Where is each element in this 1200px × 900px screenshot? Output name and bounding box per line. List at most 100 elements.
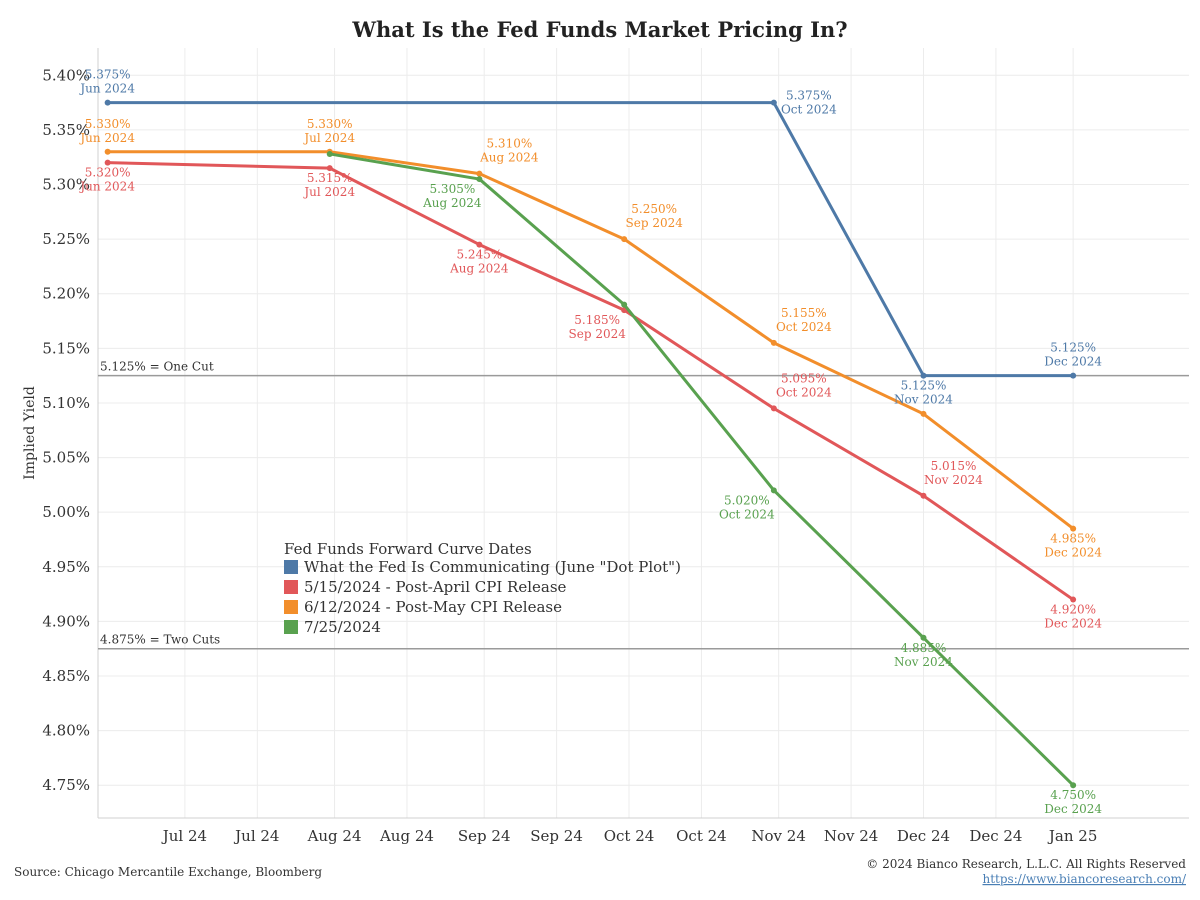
point-value-label: 5.320%	[85, 166, 131, 180]
point-value-label: 5.125%	[1050, 341, 1096, 355]
point-date-label: Jun 2024	[78, 82, 135, 96]
point-date-label: Dec 2024	[1044, 546, 1102, 560]
data-point	[476, 170, 483, 177]
x-tick-label: Oct 24	[676, 827, 727, 845]
x-tick-label: Dec 24	[897, 827, 950, 845]
data-point	[770, 405, 777, 412]
point-value-label: 4.920%	[1050, 603, 1096, 617]
data-point	[621, 301, 628, 308]
x-tick-label: Dec 24	[969, 827, 1022, 845]
y-tick-label: 5.05%	[42, 449, 90, 467]
point-date-label: Aug 2024	[449, 262, 509, 276]
legend-swatch	[284, 620, 298, 634]
data-point	[476, 176, 483, 183]
y-tick-label: 5.15%	[42, 339, 90, 357]
point-value-label: 5.330%	[307, 117, 353, 131]
x-tick-label: Oct 24	[604, 827, 655, 845]
x-tick-label: Nov 24	[751, 827, 806, 845]
x-tick-label: Jul 24	[161, 827, 207, 845]
point-date-label: Dec 2024	[1044, 617, 1102, 631]
point-value-label: 5.185%	[574, 313, 620, 327]
legend-swatch	[284, 600, 298, 614]
series-line	[107, 101, 1074, 378]
x-tick-label: Sep 24	[458, 827, 511, 845]
point-value-label: 5.375%	[85, 68, 131, 82]
point-date-label: Sep 2024	[626, 216, 684, 230]
point-value-label: 5.020%	[724, 493, 770, 507]
point-value-label: 5.250%	[631, 202, 677, 216]
x-tick-label: Jul 24	[233, 827, 279, 845]
point-date-label: Dec 2024	[1044, 355, 1102, 369]
point-date-label: Oct 2024	[719, 507, 775, 521]
data-point	[920, 492, 927, 499]
chart-title: What Is the Fed Funds Market Pricing In?	[351, 17, 847, 42]
point-value-label: 5.155%	[781, 306, 827, 320]
legend-title: Fed Funds Forward Curve Dates	[284, 540, 532, 558]
point-date-label: Jun 2024	[78, 180, 135, 194]
legend-entry: 6/12/2024 - Post-May CPI Release	[304, 598, 562, 616]
y-tick-label: 5.00%	[42, 503, 90, 521]
point-value-label: 5.015%	[931, 459, 977, 473]
copyright-note: © 2024 Bianco Research, L.L.C. All Right…	[866, 857, 1186, 871]
data-point	[920, 410, 927, 417]
reference-line-label: 5.125% = One Cut	[100, 360, 214, 374]
data-point	[920, 372, 927, 379]
legend-swatch	[284, 560, 298, 574]
y-tick-label: 4.85%	[42, 667, 90, 685]
point-value-label: 5.305%	[429, 182, 475, 196]
data-point	[770, 99, 777, 106]
point-value-label: 5.125%	[901, 379, 947, 393]
x-tick-label: Sep 24	[530, 827, 583, 845]
point-date-label: Oct 2024	[776, 320, 832, 334]
legend-entry: What the Fed Is Communicating (June "Dot…	[304, 558, 681, 576]
data-point	[104, 159, 111, 166]
data-point	[621, 236, 628, 243]
point-date-label: Oct 2024	[781, 103, 837, 117]
legend: Fed Funds Forward Curve Dates What the F…	[284, 540, 681, 636]
data-point	[1070, 782, 1077, 789]
point-date-label: Aug 2024	[479, 151, 539, 165]
data-point	[920, 634, 927, 641]
point-date-label: Dec 2024	[1044, 802, 1102, 816]
gridlines	[98, 48, 1189, 818]
data-point	[1070, 525, 1077, 532]
y-tick-label: 5.20%	[42, 285, 90, 303]
website-link[interactable]: https://www.biancoresearch.com/	[982, 872, 1186, 886]
point-date-label: Oct 2024	[776, 385, 832, 399]
point-value-label: 4.750%	[1050, 788, 1096, 802]
point-date-label: Sep 2024	[569, 327, 627, 341]
point-value-label: 5.245%	[456, 248, 502, 262]
x-tick-label: Aug 24	[307, 827, 362, 845]
x-tick-label: Nov 24	[824, 827, 879, 845]
point-value-label: 4.985%	[1050, 532, 1096, 546]
y-tick-label: 4.75%	[42, 776, 90, 794]
data-point	[326, 165, 333, 172]
point-value-label: 5.375%	[786, 89, 832, 103]
legend-entry: 7/25/2024	[304, 618, 381, 636]
source-note: Source: Chicago Mercantile Exchange, Blo…	[14, 865, 322, 879]
data-point	[104, 148, 111, 155]
point-date-label: Jul 2024	[302, 131, 355, 145]
point-value-label: 5.310%	[486, 137, 532, 151]
data-point	[1070, 596, 1077, 603]
point-date-label: Aug 2024	[422, 196, 482, 210]
y-tick-label: 4.95%	[42, 558, 90, 576]
y-tick-label: 5.25%	[42, 230, 90, 248]
data-point	[1070, 372, 1077, 379]
data-point	[770, 339, 777, 346]
x-tick-label: Aug 24	[379, 827, 434, 845]
axes: 5.40% 5.35% 5.30% 5.25% 5.20% 5.15% 5.10% 5.05%…	[42, 48, 1189, 845]
legend-swatch	[284, 580, 298, 594]
y-tick-label: 5.30%	[42, 176, 90, 194]
data-point	[476, 241, 483, 248]
legend-entry: 5/15/2024 - Post-April CPI Release	[304, 578, 567, 596]
y-tick-label: 4.80%	[42, 722, 90, 740]
data-point	[326, 150, 333, 157]
y-tick-label: 4.90%	[42, 612, 90, 630]
data-point	[770, 487, 777, 494]
point-date-label: Nov 2024	[894, 655, 953, 669]
point-value-label: 5.330%	[85, 117, 131, 131]
data-point	[104, 99, 111, 106]
